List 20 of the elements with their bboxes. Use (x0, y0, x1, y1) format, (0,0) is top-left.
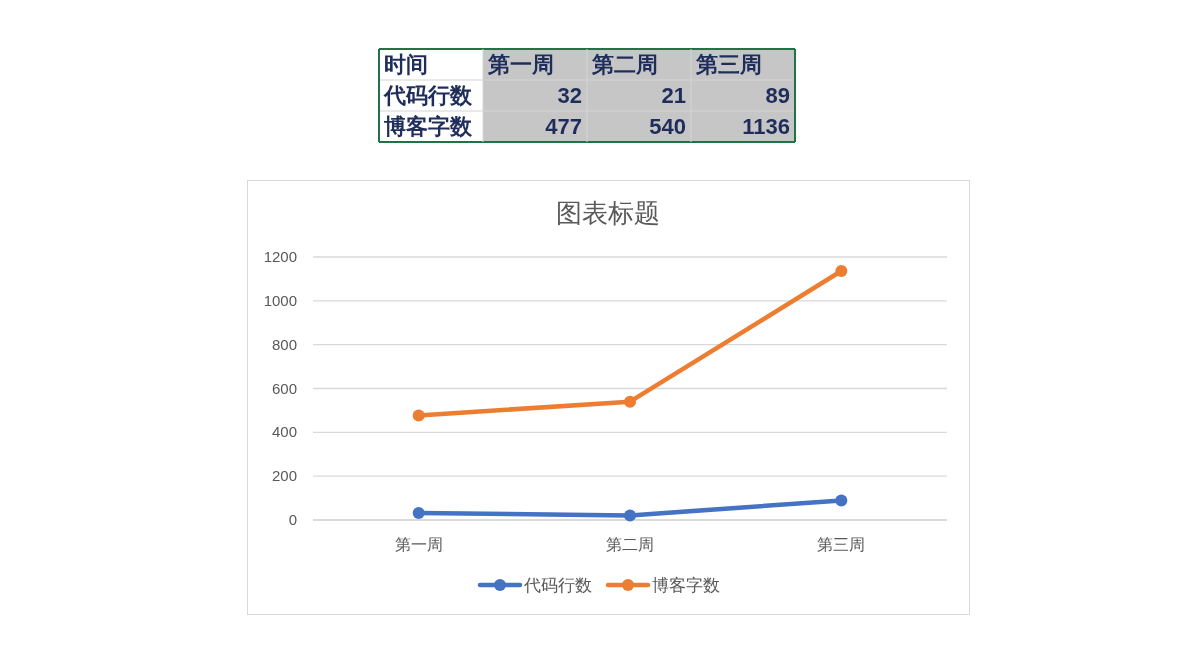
legend-label: 代码行数 (523, 576, 592, 595)
x-tick-label: 第一周 (394, 536, 443, 553)
y-tick-label: 800 (271, 335, 297, 353)
point (835, 494, 848, 507)
point (624, 395, 636, 408)
y-tick-label: 200 (271, 467, 297, 485)
x-tick-label: 第三周 (817, 536, 866, 553)
table: 时间 第一周 第二周 第三周 代码行数 32 21 89 博客字数 477 540 1136 (378, 48, 796, 143)
chart-title: 图表标题 (556, 198, 660, 228)
y-tick-label: 600 (271, 379, 297, 397)
y-tick-label: 1000 (263, 291, 297, 309)
point (412, 506, 425, 519)
y-tick-label: 0 (288, 511, 297, 528)
point (835, 265, 848, 278)
y-tick-label: 1200 (263, 248, 297, 265)
legend-label: 博客字数 (652, 576, 720, 595)
point (624, 509, 636, 522)
point (412, 409, 425, 422)
x-tick-label: 第二周 (606, 536, 654, 553)
y-tick-label: 400 (271, 423, 297, 441)
